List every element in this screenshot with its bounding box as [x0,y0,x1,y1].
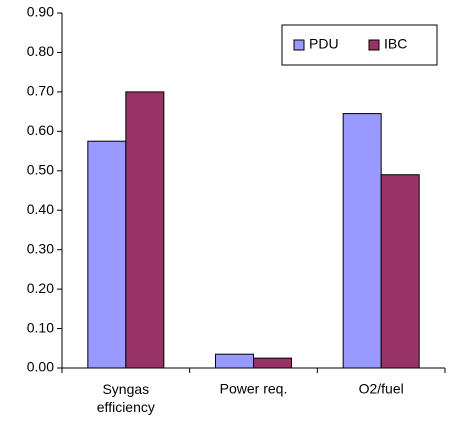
bar [253,357,292,369]
y-tick-label: 0.70 [27,83,54,99]
bar [87,140,127,369]
legend-label: PDU [309,36,339,52]
x-tick-label: Syngas efficiency [97,381,155,415]
bar [125,91,165,369]
legend-swatch [293,39,305,51]
x-tick-label: Power req. [220,381,288,397]
y-tick-label: 0.50 [27,161,54,177]
y-tick-label: 0.20 [27,280,54,296]
y-tick-label: 0.10 [27,319,54,335]
y-tick-label: 0.40 [27,201,54,217]
bar [215,353,254,369]
legend-label: IBC [384,36,407,52]
x-tick-label: O2/fuel [359,381,404,397]
legend: PDU IBC [281,24,438,66]
y-tick-label: 0.90 [27,4,54,20]
y-tick-label: 0.30 [27,240,54,256]
legend-box [281,24,438,66]
y-tick-label: 0.80 [27,43,54,59]
bar [342,113,382,369]
bar [380,174,420,369]
y-tick-label: 0.00 [27,359,54,375]
y-tick-label: 0.60 [27,122,54,138]
legend-swatch [368,39,380,51]
